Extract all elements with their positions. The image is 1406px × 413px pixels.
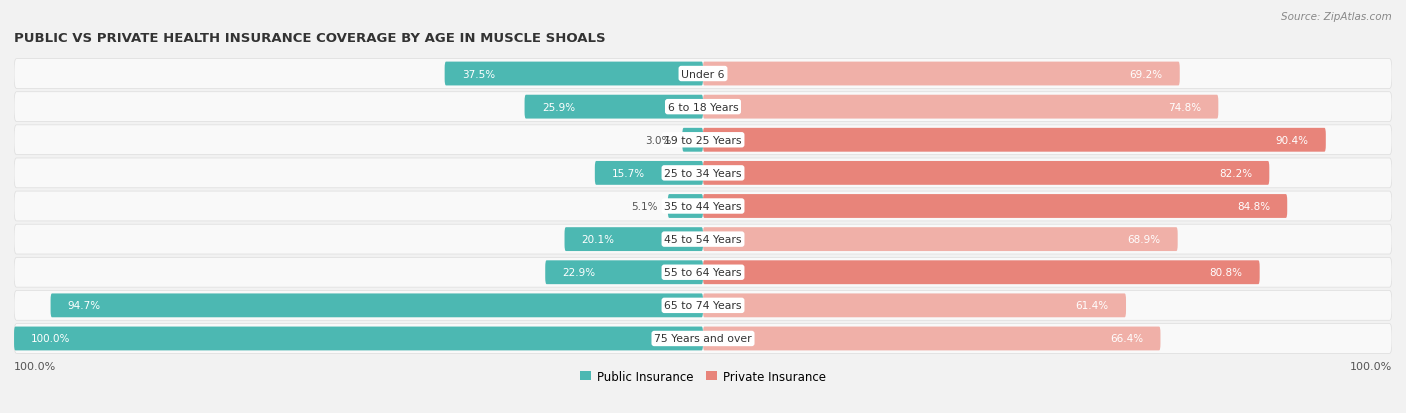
Legend: Public Insurance, Private Insurance: Public Insurance, Private Insurance [579, 370, 827, 383]
FancyBboxPatch shape [14, 291, 1392, 320]
FancyBboxPatch shape [668, 195, 703, 218]
FancyBboxPatch shape [14, 327, 703, 351]
FancyBboxPatch shape [703, 95, 1219, 119]
FancyBboxPatch shape [14, 192, 1392, 221]
FancyBboxPatch shape [703, 261, 1260, 285]
Text: 100.0%: 100.0% [31, 334, 70, 344]
Text: PUBLIC VS PRIVATE HEALTH INSURANCE COVERAGE BY AGE IN MUSCLE SHOALS: PUBLIC VS PRIVATE HEALTH INSURANCE COVER… [14, 32, 606, 45]
FancyBboxPatch shape [703, 195, 1288, 218]
FancyBboxPatch shape [14, 59, 1392, 89]
Text: Under 6: Under 6 [682, 69, 724, 79]
Text: 61.4%: 61.4% [1076, 301, 1109, 311]
FancyBboxPatch shape [444, 62, 703, 86]
Text: 25 to 34 Years: 25 to 34 Years [664, 169, 742, 178]
FancyBboxPatch shape [14, 93, 1392, 122]
FancyBboxPatch shape [703, 228, 1178, 252]
FancyBboxPatch shape [703, 161, 1270, 185]
Text: 15.7%: 15.7% [612, 169, 645, 178]
Text: 37.5%: 37.5% [461, 69, 495, 79]
FancyBboxPatch shape [14, 324, 1392, 354]
Text: 100.0%: 100.0% [1350, 361, 1392, 371]
FancyBboxPatch shape [595, 161, 703, 185]
Text: 94.7%: 94.7% [67, 301, 101, 311]
Text: 45 to 54 Years: 45 to 54 Years [664, 235, 742, 244]
Text: 22.9%: 22.9% [562, 268, 596, 278]
Text: 55 to 64 Years: 55 to 64 Years [664, 268, 742, 278]
FancyBboxPatch shape [703, 294, 1126, 318]
Text: 75 Years and over: 75 Years and over [654, 334, 752, 344]
FancyBboxPatch shape [703, 128, 1326, 152]
Text: 84.8%: 84.8% [1237, 202, 1270, 211]
Text: 66.4%: 66.4% [1111, 334, 1143, 344]
Text: 100.0%: 100.0% [14, 361, 56, 371]
Text: 20.1%: 20.1% [582, 235, 614, 244]
Text: 6 to 18 Years: 6 to 18 Years [668, 102, 738, 112]
FancyBboxPatch shape [546, 261, 703, 285]
FancyBboxPatch shape [524, 95, 703, 119]
FancyBboxPatch shape [51, 294, 703, 318]
Text: 25.9%: 25.9% [541, 102, 575, 112]
FancyBboxPatch shape [14, 126, 1392, 155]
FancyBboxPatch shape [703, 327, 1160, 351]
FancyBboxPatch shape [14, 225, 1392, 254]
Text: 69.2%: 69.2% [1129, 69, 1163, 79]
FancyBboxPatch shape [565, 228, 703, 252]
FancyBboxPatch shape [703, 62, 1180, 86]
Text: 5.1%: 5.1% [631, 202, 658, 211]
Text: 68.9%: 68.9% [1128, 235, 1160, 244]
Text: 65 to 74 Years: 65 to 74 Years [664, 301, 742, 311]
Text: 82.2%: 82.2% [1219, 169, 1253, 178]
Text: 80.8%: 80.8% [1209, 268, 1243, 278]
Text: 3.0%: 3.0% [645, 135, 672, 145]
Text: 74.8%: 74.8% [1168, 102, 1201, 112]
Text: 35 to 44 Years: 35 to 44 Years [664, 202, 742, 211]
Text: Source: ZipAtlas.com: Source: ZipAtlas.com [1281, 12, 1392, 22]
Text: 90.4%: 90.4% [1275, 135, 1309, 145]
Text: 19 to 25 Years: 19 to 25 Years [664, 135, 742, 145]
FancyBboxPatch shape [14, 258, 1392, 287]
FancyBboxPatch shape [14, 159, 1392, 188]
FancyBboxPatch shape [682, 128, 703, 152]
